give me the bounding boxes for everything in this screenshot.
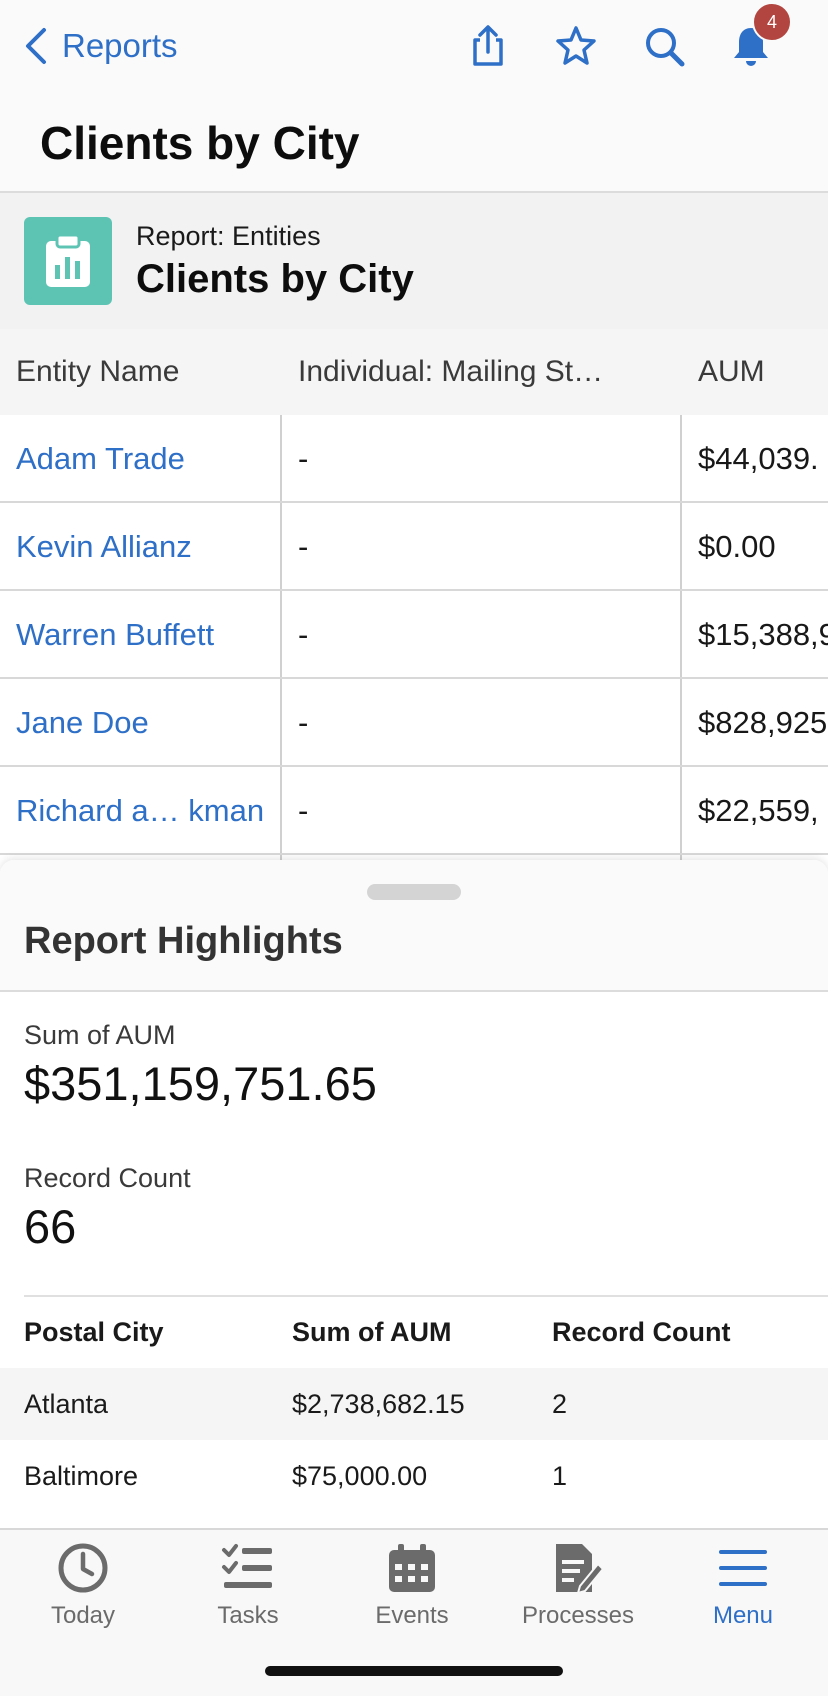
aum-cell: $0.00 — [698, 529, 776, 564]
page-title: Clients by City — [40, 117, 360, 169]
mailing-street-cell: - — [298, 617, 309, 652]
sum-of-aum-value: $351,159,751.65 — [24, 1057, 377, 1110]
table-row: Jane Doe - $828,925 — [0, 679, 828, 767]
column-divider — [680, 415, 682, 860]
column-header-aum[interactable]: AUM — [698, 355, 765, 388]
top-nav-bar: Reports 4 — [0, 0, 828, 92]
share-button[interactable] — [462, 20, 514, 72]
summary-header-postal-city: Postal City — [24, 1317, 164, 1347]
mailing-street-cell: - — [298, 793, 309, 828]
page-title-bar: Clients by City — [0, 92, 828, 193]
entity-name-link[interactable]: Warren Buffett — [16, 617, 215, 652]
tab-tasks[interactable]: Tasks — [173, 1540, 323, 1640]
sheet-header: Report Highlights — [0, 860, 828, 992]
report-icon-tile — [24, 217, 112, 305]
search-button[interactable] — [638, 20, 690, 72]
search-icon — [646, 28, 685, 67]
summary-row: Atlanta $2,738,682.15 2 — [0, 1368, 828, 1440]
report-title: Clients by City — [136, 257, 414, 301]
summary-header-record-count: Record Count — [552, 1317, 731, 1347]
star-icon — [556, 26, 596, 65]
entity-name-link[interactable]: Kevin Allianz — [16, 529, 192, 564]
tab-events-label: Events — [375, 1602, 449, 1629]
summary-count: 2 — [552, 1389, 568, 1419]
home-indicator[interactable] — [265, 1666, 563, 1676]
clock-icon — [58, 1543, 108, 1593]
table-row: Adam Trade - $44,039. — [0, 415, 828, 503]
record-count-value: 66 — [24, 1200, 77, 1253]
report-clipboard-icon — [46, 233, 90, 287]
entity-name-link[interactable]: Richard a… kman — [16, 793, 265, 828]
entity-name-link[interactable]: Adam Trade — [16, 441, 185, 476]
mailing-street-cell: - — [298, 441, 309, 476]
sheet-title: Report Highlights — [24, 920, 343, 962]
tab-menu[interactable]: Menu — [668, 1540, 818, 1640]
back-button-label: Reports — [62, 27, 178, 64]
aum-cell: $828,925 — [698, 705, 828, 740]
mailing-street-cell: - — [298, 529, 309, 564]
tab-events[interactable]: Events — [337, 1540, 487, 1640]
hamburger-icon — [719, 1550, 767, 1586]
table-row: Warren Buffett - $15,388,9 — [0, 591, 828, 679]
summary-sum: $75,000.00 — [292, 1461, 428, 1491]
summary-header-sum-of-aum: Sum of AUM — [292, 1317, 452, 1347]
calendar-icon — [389, 1544, 435, 1592]
entity-name-link[interactable]: Jane Doe — [16, 705, 149, 740]
tab-processes-label: Processes — [521, 1602, 635, 1629]
back-button[interactable]: Reports — [22, 22, 178, 70]
record-count-label: Record Count — [24, 1163, 191, 1193]
favorite-button[interactable] — [550, 20, 602, 72]
aum-cell: $44,039. — [698, 441, 819, 476]
table-body[interactable]: Adam Trade - $44,039. Kevin Allianz - $0… — [0, 415, 828, 860]
tab-menu-label: Menu — [712, 1602, 774, 1629]
table-row: Richard a… kman - $22,559, — [0, 767, 828, 855]
column-divider — [280, 415, 282, 860]
tab-today[interactable]: Today — [8, 1540, 158, 1640]
tab-today-label: Today — [50, 1602, 116, 1629]
highlights-divider — [24, 1295, 828, 1297]
sheet-drag-handle[interactable] — [367, 884, 461, 900]
aum-cell: $15,388,9 — [698, 617, 828, 652]
checklist-icon — [222, 1544, 272, 1588]
document-edit-icon — [556, 1544, 605, 1595]
notification-badge: 4 — [752, 2, 792, 42]
tab-processes[interactable]: Processes — [503, 1540, 653, 1640]
summary-table-header: Postal City Sum of AUM Record Count — [0, 1297, 828, 1367]
column-header-entity-name[interactable]: Entity Name — [16, 355, 180, 388]
sum-of-aum-label: Sum of AUM — [24, 1020, 176, 1050]
summary-row: Baltimore $75,000.00 1 — [0, 1440, 828, 1512]
mailing-street-cell: - — [298, 705, 309, 740]
table-row: Kevin Allianz - $0.00 — [0, 503, 828, 591]
summary-city: Atlanta — [24, 1389, 109, 1419]
summary-count: 1 — [552, 1461, 568, 1491]
report-subtitle: Report: Entities — [136, 221, 321, 251]
aum-cell: $22,559, — [698, 793, 819, 828]
chevron-left-icon — [26, 28, 46, 64]
summary-sum: $2,738,682.15 — [292, 1389, 465, 1419]
column-header-mailing-street[interactable]: Individual: Mailing St… — [298, 355, 604, 388]
share-icon — [473, 25, 503, 66]
summary-city: Baltimore — [24, 1461, 139, 1491]
report-header: Report: Entities Clients by City — [0, 193, 828, 329]
tab-tasks-label: Tasks — [217, 1602, 279, 1629]
table-header: Entity Name Individual: Mailing St… AUM — [0, 329, 828, 415]
